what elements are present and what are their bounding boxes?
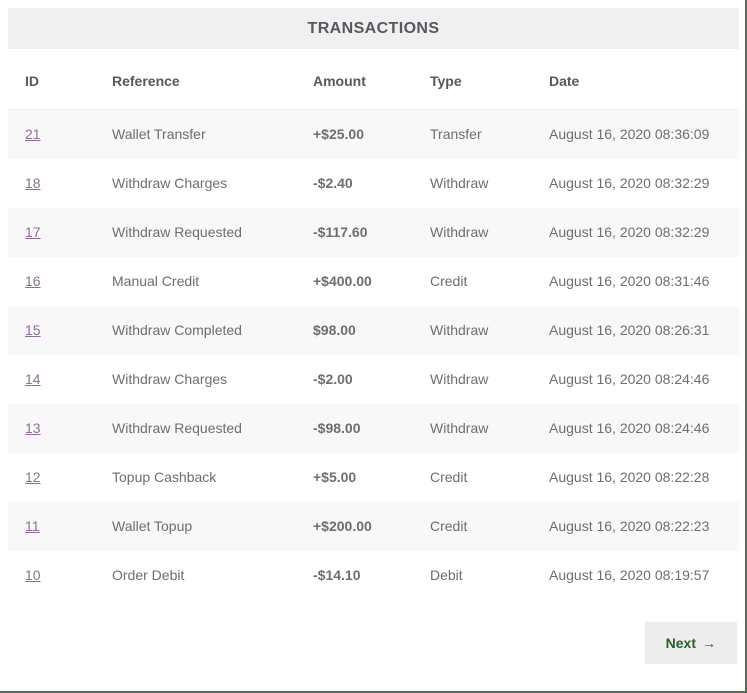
transaction-id-link[interactable]: 18 (25, 175, 41, 191)
transaction-id-link[interactable]: 14 (25, 371, 41, 387)
id-cell: 21 (8, 110, 95, 160)
next-page-button[interactable]: Next → (644, 622, 737, 664)
column-header-reference: Reference (95, 49, 296, 110)
next-arrow-icon: → (702, 635, 716, 651)
reference-cell: Withdraw Charges (112, 371, 228, 387)
date-cell: August 16, 2020 08:32:29 (549, 224, 710, 240)
id-cell: 17 (8, 208, 95, 257)
reference-cell: Manual Credit (112, 273, 200, 289)
amount-cell: -$117.60 (313, 224, 368, 240)
date-cell: August 16, 2020 08:22:23 (549, 518, 710, 534)
table-row: 11 Wallet Topup +$200.00 Credit August 1… (8, 502, 739, 551)
transaction-id-link[interactable]: 15 (25, 322, 41, 338)
column-header-id: ID (8, 49, 95, 110)
amount-cell: +$400.00 (313, 273, 372, 289)
reference-cell: Wallet Topup (112, 518, 193, 534)
table-row: 10 Order Debit -$14.10 Debit August 16, … (8, 551, 739, 600)
date-cell: August 16, 2020 08:32:29 (549, 175, 710, 191)
reference-cell: Topup Cashback (112, 469, 217, 485)
id-cell: 15 (8, 306, 95, 355)
table-row: 16 Manual Credit +$400.00 Credit August … (8, 257, 739, 306)
reference-cell: Wallet Transfer (112, 126, 206, 142)
transaction-id-link[interactable]: 17 (25, 224, 41, 240)
type-cell: Credit (430, 469, 468, 485)
type-cell: Withdraw (430, 224, 489, 240)
transaction-id-link[interactable]: 12 (25, 469, 41, 485)
table-header-row: ID Reference Amount Type Date (8, 49, 739, 110)
id-cell: 18 (8, 159, 95, 208)
table-row: 13 Withdraw Requested -$98.00 Withdraw A… (8, 404, 739, 453)
date-cell: August 16, 2020 08:19:57 (549, 567, 710, 583)
amount-cell: +$5.00 (313, 469, 357, 485)
type-cell: Transfer (430, 126, 482, 142)
table-row: 15 Withdraw Completed $98.00 Withdraw Au… (8, 306, 739, 355)
type-cell: Withdraw (430, 175, 489, 191)
date-cell: August 16, 2020 08:31:46 (549, 273, 710, 289)
reference-cell: Withdraw Requested (112, 224, 242, 240)
table-row: 17 Withdraw Requested -$117.60 Withdraw … (8, 208, 739, 257)
amount-cell: +$200.00 (313, 518, 372, 534)
reference-cell: Order Debit (112, 567, 185, 583)
transaction-id-link[interactable]: 11 (25, 518, 40, 534)
amount-cell: -$98.00 (313, 420, 361, 436)
id-cell: 10 (8, 551, 95, 600)
reference-cell: Withdraw Charges (112, 175, 228, 191)
transaction-id-link[interactable]: 16 (25, 273, 41, 289)
amount-cell: +$25.00 (313, 126, 364, 142)
amount-cell: -$14.10 (313, 567, 361, 583)
type-cell: Withdraw (430, 322, 489, 338)
amount-cell: -$2.40 (313, 175, 353, 191)
id-cell: 16 (8, 257, 95, 306)
date-cell: August 16, 2020 08:24:46 (549, 371, 710, 387)
type-cell: Credit (430, 518, 468, 534)
type-cell: Withdraw (430, 420, 489, 436)
id-cell: 12 (8, 453, 95, 502)
table-row: 21 Wallet Transfer +$25.00 Transfer Augu… (8, 109, 739, 160)
transaction-id-link[interactable]: 21 (25, 126, 41, 142)
table-row: 12 Topup Cashback +$5.00 Credit August 1… (8, 453, 739, 502)
type-cell: Withdraw (430, 371, 489, 387)
transaction-id-link[interactable]: 10 (25, 567, 41, 583)
column-header-date: Date (532, 49, 739, 110)
id-cell: 13 (8, 404, 95, 453)
id-cell: 14 (8, 355, 95, 404)
table-row: 18 Withdraw Charges -$2.40 Withdraw Augu… (8, 159, 739, 208)
transactions-table: ID Reference Amount Type Date 21 Wallet … (8, 49, 739, 600)
column-header-amount: Amount (296, 49, 413, 110)
transaction-id-link[interactable]: 13 (25, 420, 41, 436)
amount-cell: $98.00 (313, 322, 356, 338)
type-cell: Credit (430, 273, 468, 289)
reference-cell: Withdraw Requested (112, 420, 242, 436)
amount-cell: -$2.00 (313, 371, 353, 387)
next-button-label: Next (665, 635, 696, 651)
date-cell: August 16, 2020 08:36:09 (549, 126, 710, 142)
date-cell: August 16, 2020 08:26:31 (549, 322, 710, 338)
date-cell: August 16, 2020 08:22:28 (549, 469, 710, 485)
reference-cell: Withdraw Completed (112, 322, 242, 338)
id-cell: 11 (8, 502, 95, 551)
page-title: TRANSACTIONS (8, 8, 739, 49)
table-row: 14 Withdraw Charges -$2.00 Withdraw Augu… (8, 355, 739, 404)
column-header-type: Type (413, 49, 532, 110)
date-cell: August 16, 2020 08:24:46 (549, 420, 710, 436)
type-cell: Debit (430, 567, 463, 583)
pagination-footer: Next → (8, 622, 739, 664)
